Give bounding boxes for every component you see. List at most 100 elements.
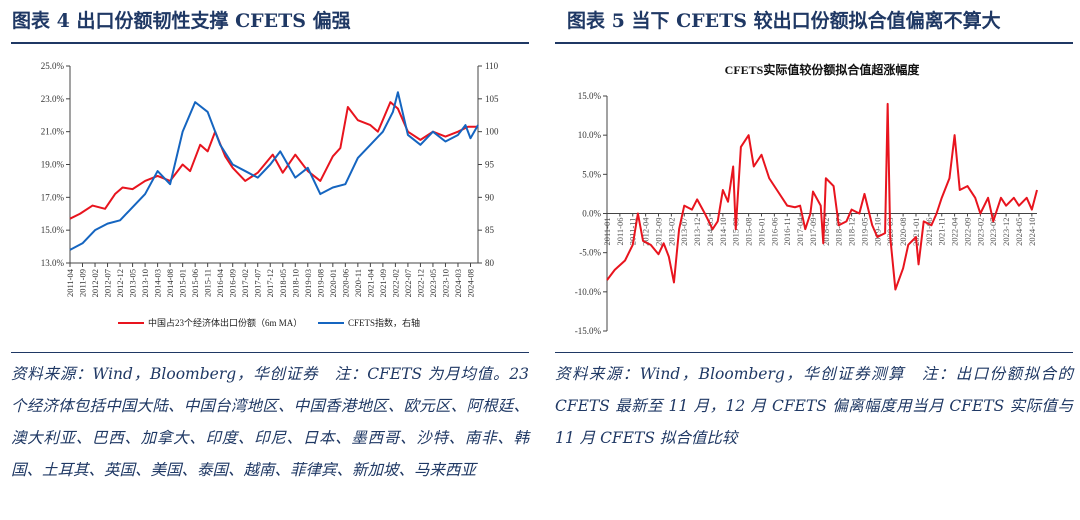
figure-5-chart: CFETS实际值较份额拟合值超涨幅度 -15.0% -10.0% -5.0% 0.0% 5…: [575, 62, 1038, 336]
x-tick-label: 2018-10: [290, 269, 300, 297]
x-tick-label: 2024-03: [453, 269, 463, 297]
footer-divider: [555, 352, 1073, 353]
x-tick-label: 2024-05: [1014, 218, 1024, 246]
x-tick-label: 2023-05: [428, 269, 438, 297]
x-tick-label: 2015-08: [744, 218, 754, 246]
x-tick-label: 2021-01: [911, 218, 921, 246]
x-tick-label: 2022-04: [950, 217, 960, 246]
y-tick-label: 10.0%: [578, 130, 602, 140]
x-tick-label: 2023-02: [975, 218, 985, 246]
x-tick-label: 2020-06: [340, 269, 350, 297]
y-tick-label-left: 21.0%: [41, 127, 65, 137]
figure-4-chart: 13.0% 15.0% 17.0% 19.0% 21.0% 23.0% 25.0% 80 85 9…: [41, 61, 499, 328]
x-tick-label: 2014-05: [705, 218, 715, 246]
x-tick-label: 2020-01: [328, 269, 338, 297]
x-tick-label: 2019-05: [859, 218, 869, 246]
x-tick-label: 2018-05: [278, 269, 288, 297]
y-tick-label: 0.0%: [582, 209, 601, 219]
figure-4-note: 资料来源：Wind，Bloomberg，华创证券 注：CFETS 为月均值。23…: [11, 365, 529, 479]
y-tick-label-right: 90: [485, 192, 495, 202]
y-tick-label-left: 19.0%: [41, 160, 65, 170]
x-tick-label: 2018-12: [847, 218, 857, 246]
y-tick-label-right: 110: [485, 61, 499, 71]
x-tick-label: 2014-08: [165, 269, 175, 297]
x-tick-label: 2014-03: [153, 269, 163, 297]
x-tick-label: 2013-12: [692, 218, 702, 246]
y-tick-label: 15.0%: [578, 91, 602, 101]
x-tick-label: 2012-09: [653, 218, 663, 246]
y-tick-label-left: 13.0%: [41, 258, 65, 268]
x-tick-label: 2018-02: [821, 218, 831, 246]
x-tick-label: 2013-07: [679, 218, 689, 246]
x-tick-label: 2017-02: [240, 269, 250, 297]
x-tick-label: 2011-01: [602, 218, 612, 246]
x-tick-label: 2012-07: [103, 269, 113, 297]
y-tick-label: -15.0%: [575, 326, 602, 336]
x-tick-label: 2022-02: [390, 269, 400, 297]
x-tick-label: 2012-02: [90, 269, 100, 297]
x-tick-label: 2017-09: [808, 218, 818, 246]
x-tick-label: 2015-11: [203, 269, 213, 297]
x-tick-label: 2021-09: [378, 269, 388, 297]
x-tick-label: 2018-07: [834, 218, 844, 246]
title-divider: [555, 42, 1073, 44]
x-tick-label: 2015-06: [190, 269, 200, 297]
x-tick-label: 2015-03: [731, 218, 741, 246]
y-tick-label: -5.0%: [579, 248, 601, 258]
footer-divider: [11, 352, 529, 353]
x-tick-label: 2011-09: [78, 269, 88, 297]
x-tick-label: 2020-11: [353, 269, 363, 297]
x-tick-label: 2024-08: [465, 269, 475, 297]
x-tick-label: 2013-10: [140, 269, 150, 297]
legend-label: CFETS指数，右轴: [348, 317, 420, 328]
x-tick-label: 2014-10: [718, 218, 728, 246]
x-tick-label: 2012-04: [641, 217, 651, 246]
x-tick-label: 2022-09: [962, 218, 972, 246]
y-tick-label-right: 95: [485, 160, 495, 170]
x-tick-label: 2021-06: [924, 218, 934, 246]
y-tick-label-left: 15.0%: [41, 225, 65, 235]
x-tick-label: 2011-04: [65, 268, 75, 297]
x-tick-label: 2024-10: [1027, 218, 1037, 246]
y-tick-label: -10.0%: [575, 287, 602, 297]
y-tick-label-left: 17.0%: [41, 192, 65, 202]
chart-inner-title: CFETS实际值较份额拟合值超涨幅度: [725, 62, 921, 77]
x-tick-label: 2016-06: [769, 218, 779, 246]
x-tick-label: 2017-12: [265, 269, 275, 297]
x-tick-label: 2022-12: [415, 269, 425, 297]
x-tick-label: 2013-05: [128, 269, 138, 297]
x-tick-label: 2022-07: [403, 269, 413, 297]
x-tick-label: 2017-04: [795, 217, 805, 246]
x-tick-label: 2011-11: [628, 218, 638, 246]
y-tick-label-left: 25.0%: [41, 61, 65, 71]
series-line-deviation: [606, 102, 1038, 291]
x-tick-label: 2023-12: [1001, 218, 1011, 246]
x-tick-label: 2013-02: [666, 218, 676, 246]
x-tick-label: 2016-09: [228, 269, 238, 297]
figure-5-title: 图表 5 当下 CFETS 较出口份额拟合值偏离不算大: [567, 10, 1001, 32]
x-tick-label: 2019-08: [315, 269, 325, 297]
x-tick-label: 2016-11: [782, 218, 792, 246]
y-tick-label-right: 105: [485, 94, 499, 104]
x-tick-label: 2017-07: [253, 269, 263, 297]
legend-label: 中国占23个经济体出口份额（6m MA）: [148, 317, 302, 328]
x-tick-label: 2021-11: [937, 218, 947, 246]
y-tick-label-right: 100: [485, 127, 499, 137]
y-tick-label: 5.0%: [582, 169, 601, 179]
series-line-cfets: [69, 91, 479, 251]
y-tick-label-right: 85: [485, 225, 495, 235]
x-tick-label: 2021-04: [365, 268, 375, 297]
figure-5-note: 资料来源：Wind，Bloomberg，华创证券测算 注：出口份额拟合的 CFE…: [555, 365, 1073, 447]
x-tick-label: 2023-10: [440, 269, 450, 297]
y-tick-label-right: 80: [485, 258, 495, 268]
x-tick-label: 2015-01: [178, 269, 188, 297]
x-tick-label: 2016-04: [215, 268, 225, 297]
x-tick-label: 2011-06: [615, 218, 625, 246]
y-tick-label-left: 23.0%: [41, 94, 65, 104]
title-divider: [11, 42, 529, 44]
x-tick-label: 2019-03: [303, 269, 313, 297]
x-tick-label: 2020-08: [898, 218, 908, 246]
x-tick-label: 2012-12: [115, 269, 125, 297]
x-tick-label: 2016-01: [756, 218, 766, 246]
figure-4-title: 图表 4 出口份额韧性支撑 CFETS 偏强: [12, 10, 351, 32]
